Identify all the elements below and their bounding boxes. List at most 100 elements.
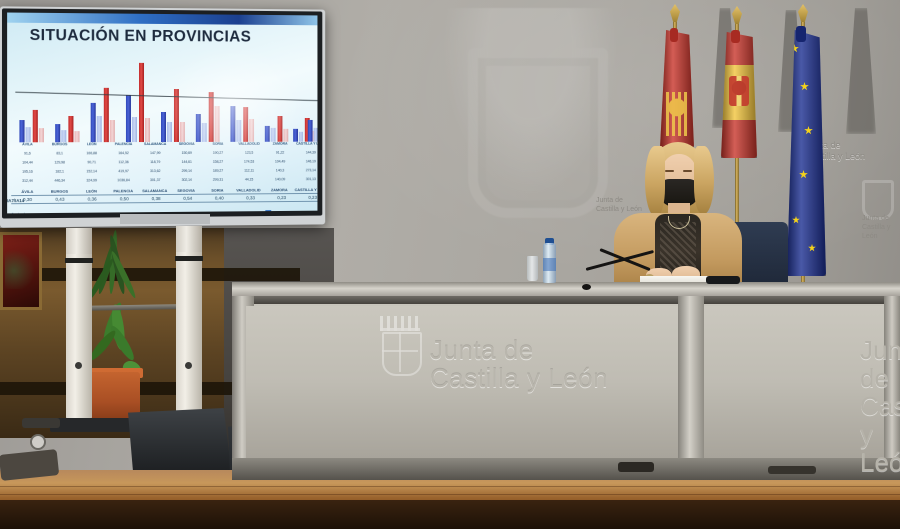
bottle-cap (545, 238, 554, 245)
table-cell: 104,44 (22, 160, 33, 165)
axis-label: PALENCIA (113, 188, 134, 194)
podium-crest-icon (378, 316, 422, 376)
hair-left-strand (645, 146, 665, 216)
podium-right-line1: Junta de (860, 336, 900, 393)
display-neck (120, 214, 210, 224)
table-cell: 152,14 (86, 169, 97, 174)
table-cell: 144,61 (181, 159, 192, 164)
table-header-row: ÁVILA BURGOS LEÓN PALENCIA SALAMANCA SEG… (11, 142, 317, 147)
wall-sign-line2: Castilla y León (806, 151, 866, 161)
table-row: 195,16 182,1 152,14 419,97 313,62 299,14… (11, 168, 317, 174)
wall-sign-far-line1: Junta de (862, 215, 889, 222)
bar-ia14 (139, 62, 145, 143)
axis-value: 0,54 (183, 195, 193, 201)
floor-cable-secondary (768, 466, 816, 474)
bar-ia14-prev (145, 118, 151, 143)
axis-label: SALAMANCA (142, 187, 168, 194)
stand-leg-band (65, 258, 93, 263)
axis-value: 0,33 (246, 195, 255, 201)
axis-label: BURGOS (50, 188, 69, 194)
stand-leg-knob (75, 362, 82, 369)
table-cell: 123,5 (244, 150, 254, 155)
bar-ia14-prev (179, 121, 185, 142)
bar-ia7 (307, 119, 313, 142)
axis-label: VALLADOLID (236, 187, 261, 193)
bar-ia14-prev (283, 128, 289, 142)
axis-value: 0,38 (151, 196, 161, 202)
bar-ia7-prev (131, 117, 137, 143)
wall-sign-right: Junta de Castilla y León (806, 140, 865, 162)
table-cell: 118,79 (150, 160, 161, 165)
table-row: 104,44 129,98 90,71 112,36 118,79 144,61… (11, 159, 317, 164)
bar-ia7-prev (201, 122, 207, 142)
sacyl-logo: Sacyl (264, 209, 296, 214)
wall-sign-line1: Junta de (806, 140, 841, 150)
floor-plank-line (0, 494, 900, 495)
axis-value: 0,36 (87, 196, 97, 202)
table-cell: 44,15 (244, 177, 254, 182)
bar-chart-plot (13, 55, 318, 143)
bar-ia14-prev (74, 131, 80, 143)
table-cell: 140,09 (274, 177, 286, 182)
stand-leg-right (175, 226, 203, 420)
table-cell: 150,69 (181, 150, 192, 155)
hair-right-strand (694, 146, 714, 214)
desk-top-surface (232, 282, 900, 298)
stand-leg-band (175, 256, 203, 261)
eye-right (683, 170, 692, 172)
desk-base-plinth (232, 458, 900, 480)
bar-ia14-prev (249, 118, 255, 142)
axis-label: SORIA (211, 187, 224, 193)
stand-caster (30, 434, 46, 450)
table-header-cell: ÁVILA (22, 142, 33, 147)
bar-ia7 (19, 120, 25, 143)
wall-sign-center-line1: Junta de (596, 197, 623, 204)
flag-cloth (660, 30, 694, 148)
bottle-label (543, 258, 556, 271)
bar-group (90, 56, 119, 143)
podium-label: Junta de Castilla y León (430, 336, 608, 392)
axis-value: 0,50 (119, 196, 129, 202)
table-cell: 158,27 (212, 159, 224, 164)
bar-ia7-prev (166, 121, 172, 142)
flag-tie (731, 30, 740, 43)
table-cell: 1036,84 (117, 178, 130, 183)
bar-ia7 (125, 94, 131, 143)
table-cell: 301,37 (149, 178, 161, 183)
flag-cloth (786, 30, 826, 276)
table-cell: 91,22 (275, 150, 285, 155)
bar-ia14 (32, 109, 38, 143)
table-row: 91,6 83,1 166,88 164,52 147,99 150,69 19… (11, 150, 317, 156)
eu-star-icon (804, 126, 813, 135)
podium-label-line2: Castilla y León (430, 363, 609, 393)
axis-label: CASTILLA Y LEÓN (294, 187, 318, 193)
table-cell: 189,27 (212, 168, 224, 173)
bar-ia7-prev (313, 127, 318, 142)
axis-label: ÁVILA (21, 188, 34, 195)
slide-title: SITUACIÓN EN PROVINCIAS (29, 26, 252, 46)
table-cell: 90,71 (87, 160, 96, 165)
bar-ia14 (68, 115, 74, 143)
table-header-cell: ZAMORA (272, 141, 288, 146)
desk-front-edge (232, 296, 900, 304)
eu-star-icon (799, 170, 808, 179)
bar-ia14-prev (38, 128, 44, 143)
table-header-cell: SALAMANCA (144, 141, 167, 147)
bar-ia14-prev (214, 106, 220, 142)
microphone-head (582, 284, 591, 290)
table-header-cell: BURGOS (51, 142, 68, 147)
spain-coat-of-arms-icon (729, 76, 749, 106)
floor-plank-line (0, 486, 900, 487)
table-cell: 446,34 (54, 178, 65, 183)
data-table: ÁVILA BURGOS LEÓN PALENCIA SALAMANCA SEG… (11, 142, 317, 187)
wall-sign-far-right: Junta de Castilla y León (862, 214, 900, 241)
wall-sign-far-line2: Castilla y León (862, 224, 891, 240)
presentation-display: SITUACIÓN EN PROVINCIAS (0, 6, 326, 228)
table-cell: 299,31 (212, 177, 224, 182)
axis-label: LEÓN (85, 188, 97, 194)
table-cell: 174,53 (243, 159, 255, 164)
flag-finial-icon (670, 4, 680, 24)
wall-embossed-crest-icon (430, 8, 630, 218)
podium-label-line1: Junta de (430, 335, 534, 365)
axis-value: 0,23 (308, 194, 318, 200)
